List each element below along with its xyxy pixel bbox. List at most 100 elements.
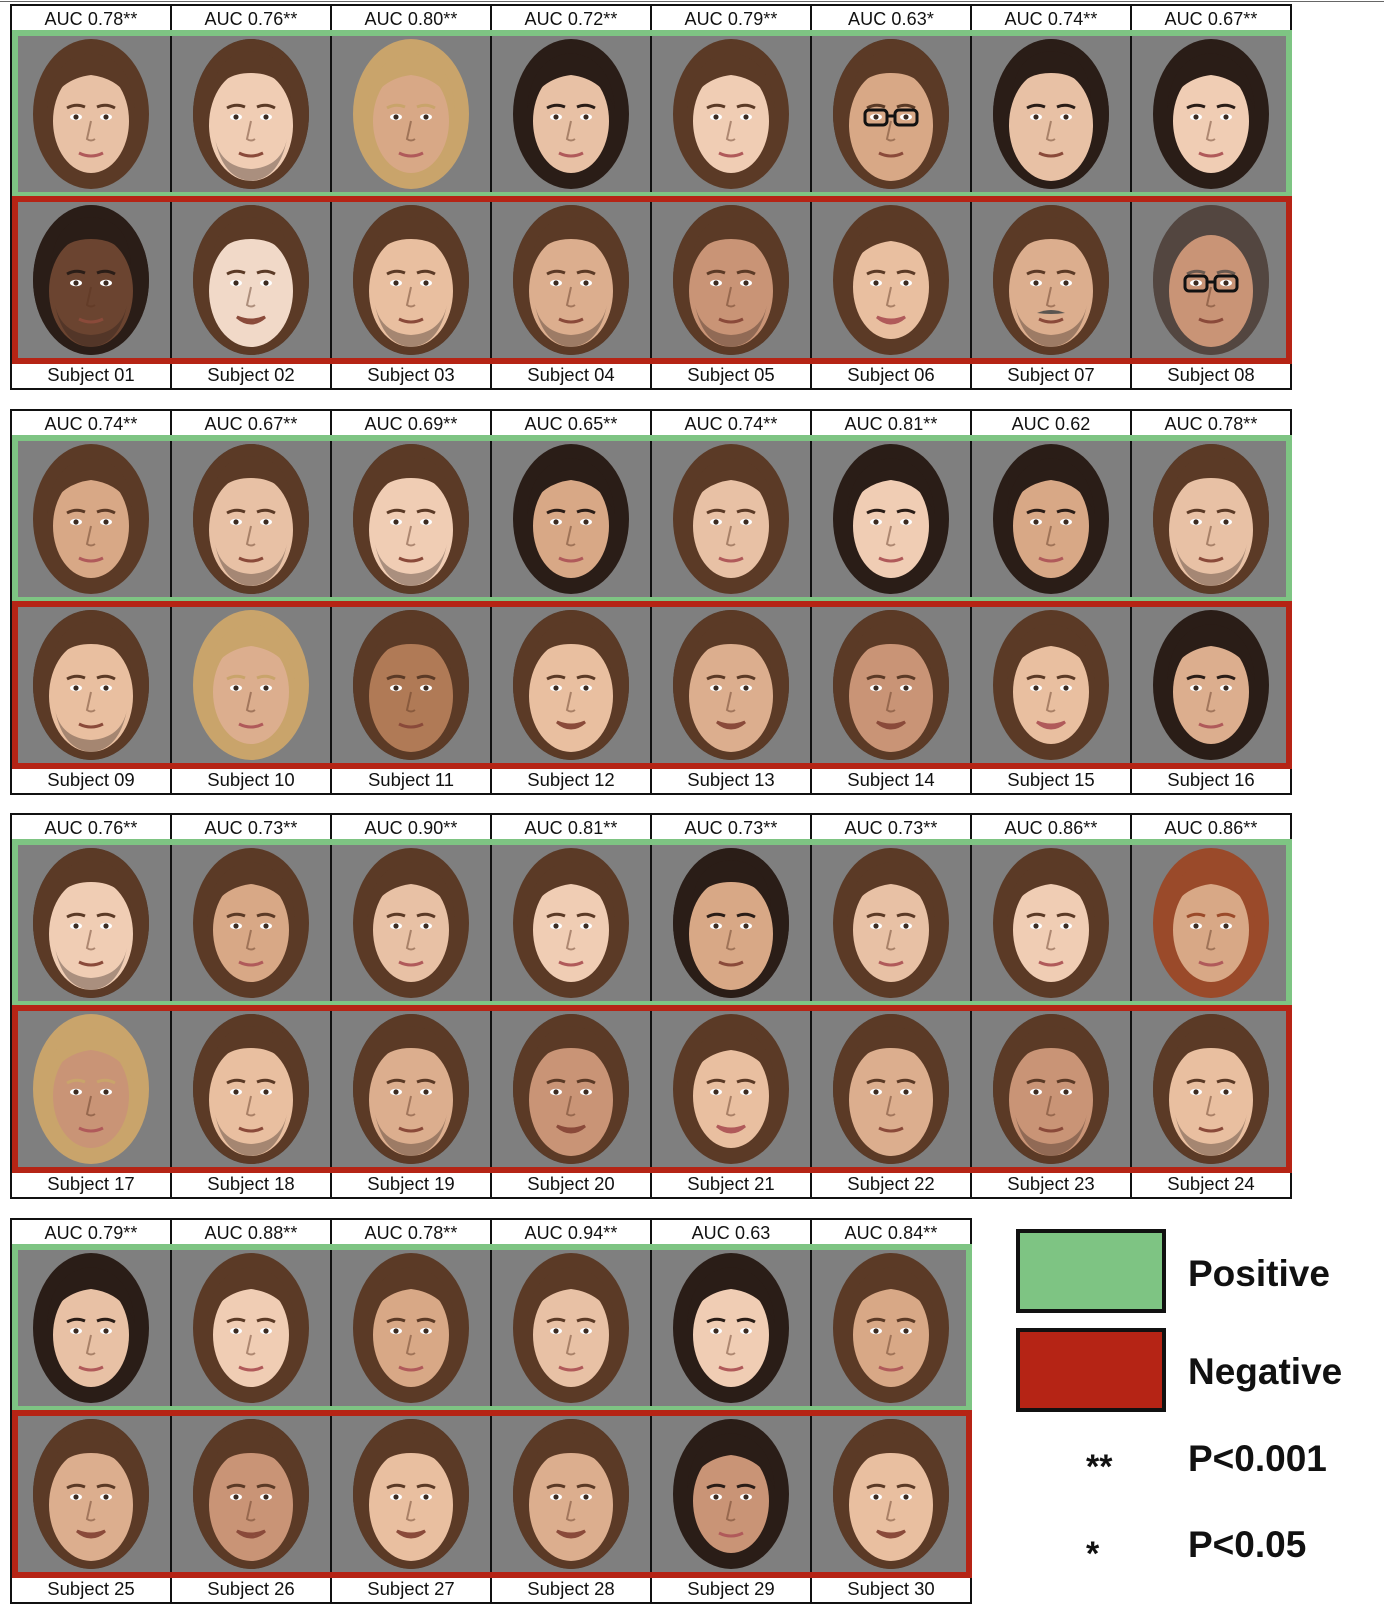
- positive-face-cell: [652, 842, 810, 1004]
- negative-face: [1153, 610, 1269, 760]
- female-face-smiling-icon: [993, 610, 1109, 760]
- subject-label: Subject 30: [847, 1577, 935, 1599]
- positive-face-cell: [492, 438, 650, 600]
- auc-label: AUC 0.84**: [844, 1223, 938, 1243]
- subject-column: AUC 0.76** Subject 02: [172, 6, 332, 388]
- auc-label: AUC 0.67**: [204, 414, 298, 434]
- male-face-stubble-icon: [33, 848, 149, 998]
- auc-label: AUC 0.86**: [1164, 818, 1258, 838]
- female-face-dark-hair-icon: [513, 444, 629, 594]
- auc-label: AUC 0.80**: [364, 9, 458, 29]
- subject-label: Subject 03: [367, 363, 455, 385]
- negative-face-cell: [652, 199, 810, 361]
- subject-column: AUC 0.78** Subject 01: [12, 6, 172, 388]
- female-face-brown-bangs-icon: [33, 39, 149, 189]
- negative-face: [193, 205, 309, 355]
- negative-face-cell: [652, 1008, 810, 1170]
- negative-face-cell: [972, 199, 1130, 361]
- female-face-dark-hair-icon: [1153, 610, 1269, 760]
- auc-label: AUC 0.73**: [204, 818, 298, 838]
- subject-column: AUC 0.81** Subject 20: [492, 815, 652, 1197]
- subject-column: AUC 0.65** Subject 12: [492, 411, 652, 793]
- positive-face: [33, 444, 149, 594]
- male-face-smiling-icon: [513, 1014, 629, 1164]
- positive-face-cell: [1132, 842, 1290, 1004]
- male-face-stubble-icon: [193, 1014, 309, 1164]
- negative-face-cell: [332, 1008, 490, 1170]
- negative-face: [833, 205, 949, 355]
- negative-face: [993, 205, 1109, 355]
- auc-label: AUC 0.67**: [1164, 9, 1258, 29]
- auc-label: AUC 0.81**: [524, 818, 618, 838]
- female-face-smiling-icon: [673, 1014, 789, 1164]
- subject-label: Subject 07: [1007, 363, 1095, 385]
- negative-face: [1153, 205, 1269, 355]
- subject-column: AUC 0.62 Subject 15: [972, 411, 1132, 793]
- subject-label: Subject 11: [367, 768, 455, 790]
- positive-face: [33, 1253, 149, 1403]
- positive-face: [193, 444, 309, 594]
- negative-face: [513, 610, 629, 760]
- female-face-brown-hair-icon: [993, 848, 1109, 998]
- subject-label: Subject 21: [687, 1172, 775, 1194]
- positive-face: [993, 39, 1109, 189]
- subject-column: AUC 0.67** Subject 10: [172, 411, 332, 793]
- negative-face-cell: [12, 199, 170, 361]
- auc-label: AUC 0.86**: [1004, 818, 1098, 838]
- legend-p001-label: P<0.001: [1188, 1438, 1327, 1479]
- male-face-pale-smiling-icon: [193, 205, 309, 355]
- subject-column: AUC 0.84** Subject 30: [812, 1220, 972, 1602]
- female-face-blonde-icon: [193, 610, 309, 760]
- subject-column: AUC 0.94** Subject 28: [492, 1220, 652, 1602]
- positive-face-cell: [332, 1247, 490, 1409]
- negative-face: [353, 205, 469, 355]
- negative-face: [673, 205, 789, 355]
- auc-label: AUC 0.74**: [1004, 9, 1098, 29]
- positive-face: [673, 848, 789, 998]
- female-face-brown-hair-icon: [353, 1253, 469, 1403]
- male-face-dark-skin-beard-icon: [33, 205, 149, 355]
- auc-label: AUC 0.73**: [844, 818, 938, 838]
- positive-face-cell: [172, 33, 330, 195]
- negative-face-cell: [812, 199, 970, 361]
- male-face-smiling-icon: [513, 610, 629, 760]
- negative-face-cell: [172, 604, 330, 766]
- subject-column: AUC 0.81** Subject 14: [812, 411, 972, 793]
- subject-label: Subject 09: [47, 768, 135, 790]
- auc-label: AUC 0.78**: [44, 9, 138, 29]
- subject-column: AUC 0.72** Subject 04: [492, 6, 652, 388]
- subject-label: Subject 05: [687, 363, 775, 385]
- negative-face: [993, 1014, 1109, 1164]
- female-face-brown-hair-icon: [833, 848, 949, 998]
- positive-face: [193, 1253, 309, 1403]
- negative-face-cell: [1132, 604, 1290, 766]
- positive-face-cell: [492, 33, 650, 195]
- subject-column: AUC 0.73** Subject 22: [812, 815, 972, 1197]
- positive-face-cell: [972, 33, 1130, 195]
- positive-face: [673, 39, 789, 189]
- male-face-stubble-icon: [193, 39, 309, 189]
- male-face-stubble-icon: [353, 1014, 469, 1164]
- subject-column: AUC 0.74** Subject 07: [972, 6, 1132, 388]
- female-face-dark-hair-icon: [1153, 39, 1269, 189]
- negative-face: [193, 1014, 309, 1164]
- positive-face: [833, 1253, 949, 1403]
- positive-face-cell: [652, 1247, 810, 1409]
- male-face-older-mustache-icon: [993, 205, 1109, 355]
- negative-face-cell: [652, 1413, 810, 1575]
- negative-face-cell: [172, 199, 330, 361]
- subject-column: AUC 0.79** Subject 25: [12, 1220, 172, 1602]
- negative-face-cell: [12, 1413, 170, 1575]
- subject-column: AUC 0.73** Subject 18: [172, 815, 332, 1197]
- female-face-brown-hair-icon: [513, 1253, 629, 1403]
- negative-face: [513, 1014, 629, 1164]
- subject-label: Subject 19: [367, 1172, 455, 1194]
- subject-column: AUC 0.69** Subject 11: [332, 411, 492, 793]
- positive-face: [193, 848, 309, 998]
- negative-face: [33, 610, 149, 760]
- auc-label: AUC 0.63*: [848, 9, 934, 29]
- female-face-dark-hair-icon: [673, 1253, 789, 1403]
- male-face-bald-glasses-icon: [1153, 205, 1269, 355]
- auc-label: AUC 0.79**: [684, 9, 778, 29]
- positive-face-cell: [812, 33, 970, 195]
